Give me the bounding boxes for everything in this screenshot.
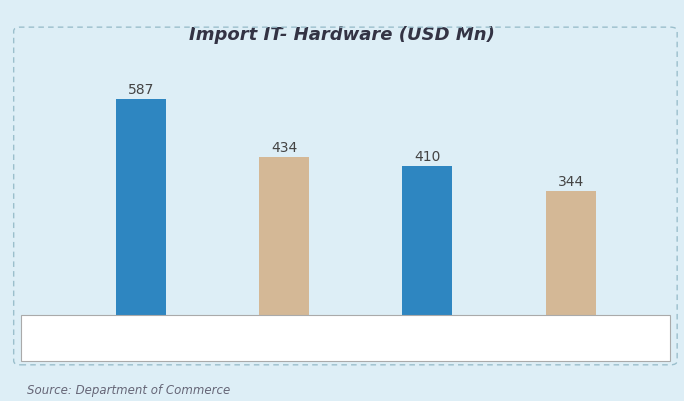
Text: 587: 587: [127, 83, 154, 97]
Bar: [259, 157, 309, 321]
Text: 410: 410: [414, 150, 440, 164]
Text: 344: 344: [557, 174, 583, 188]
Text: 434: 434: [271, 141, 297, 155]
Bar: [402, 166, 452, 321]
Bar: [116, 100, 166, 321]
Text: Source: Department of Commerce: Source: Department of Commerce: [27, 383, 231, 396]
Text: Import IT- Hardware (USD Mn): Import IT- Hardware (USD Mn): [189, 26, 495, 44]
Bar: [546, 191, 596, 321]
